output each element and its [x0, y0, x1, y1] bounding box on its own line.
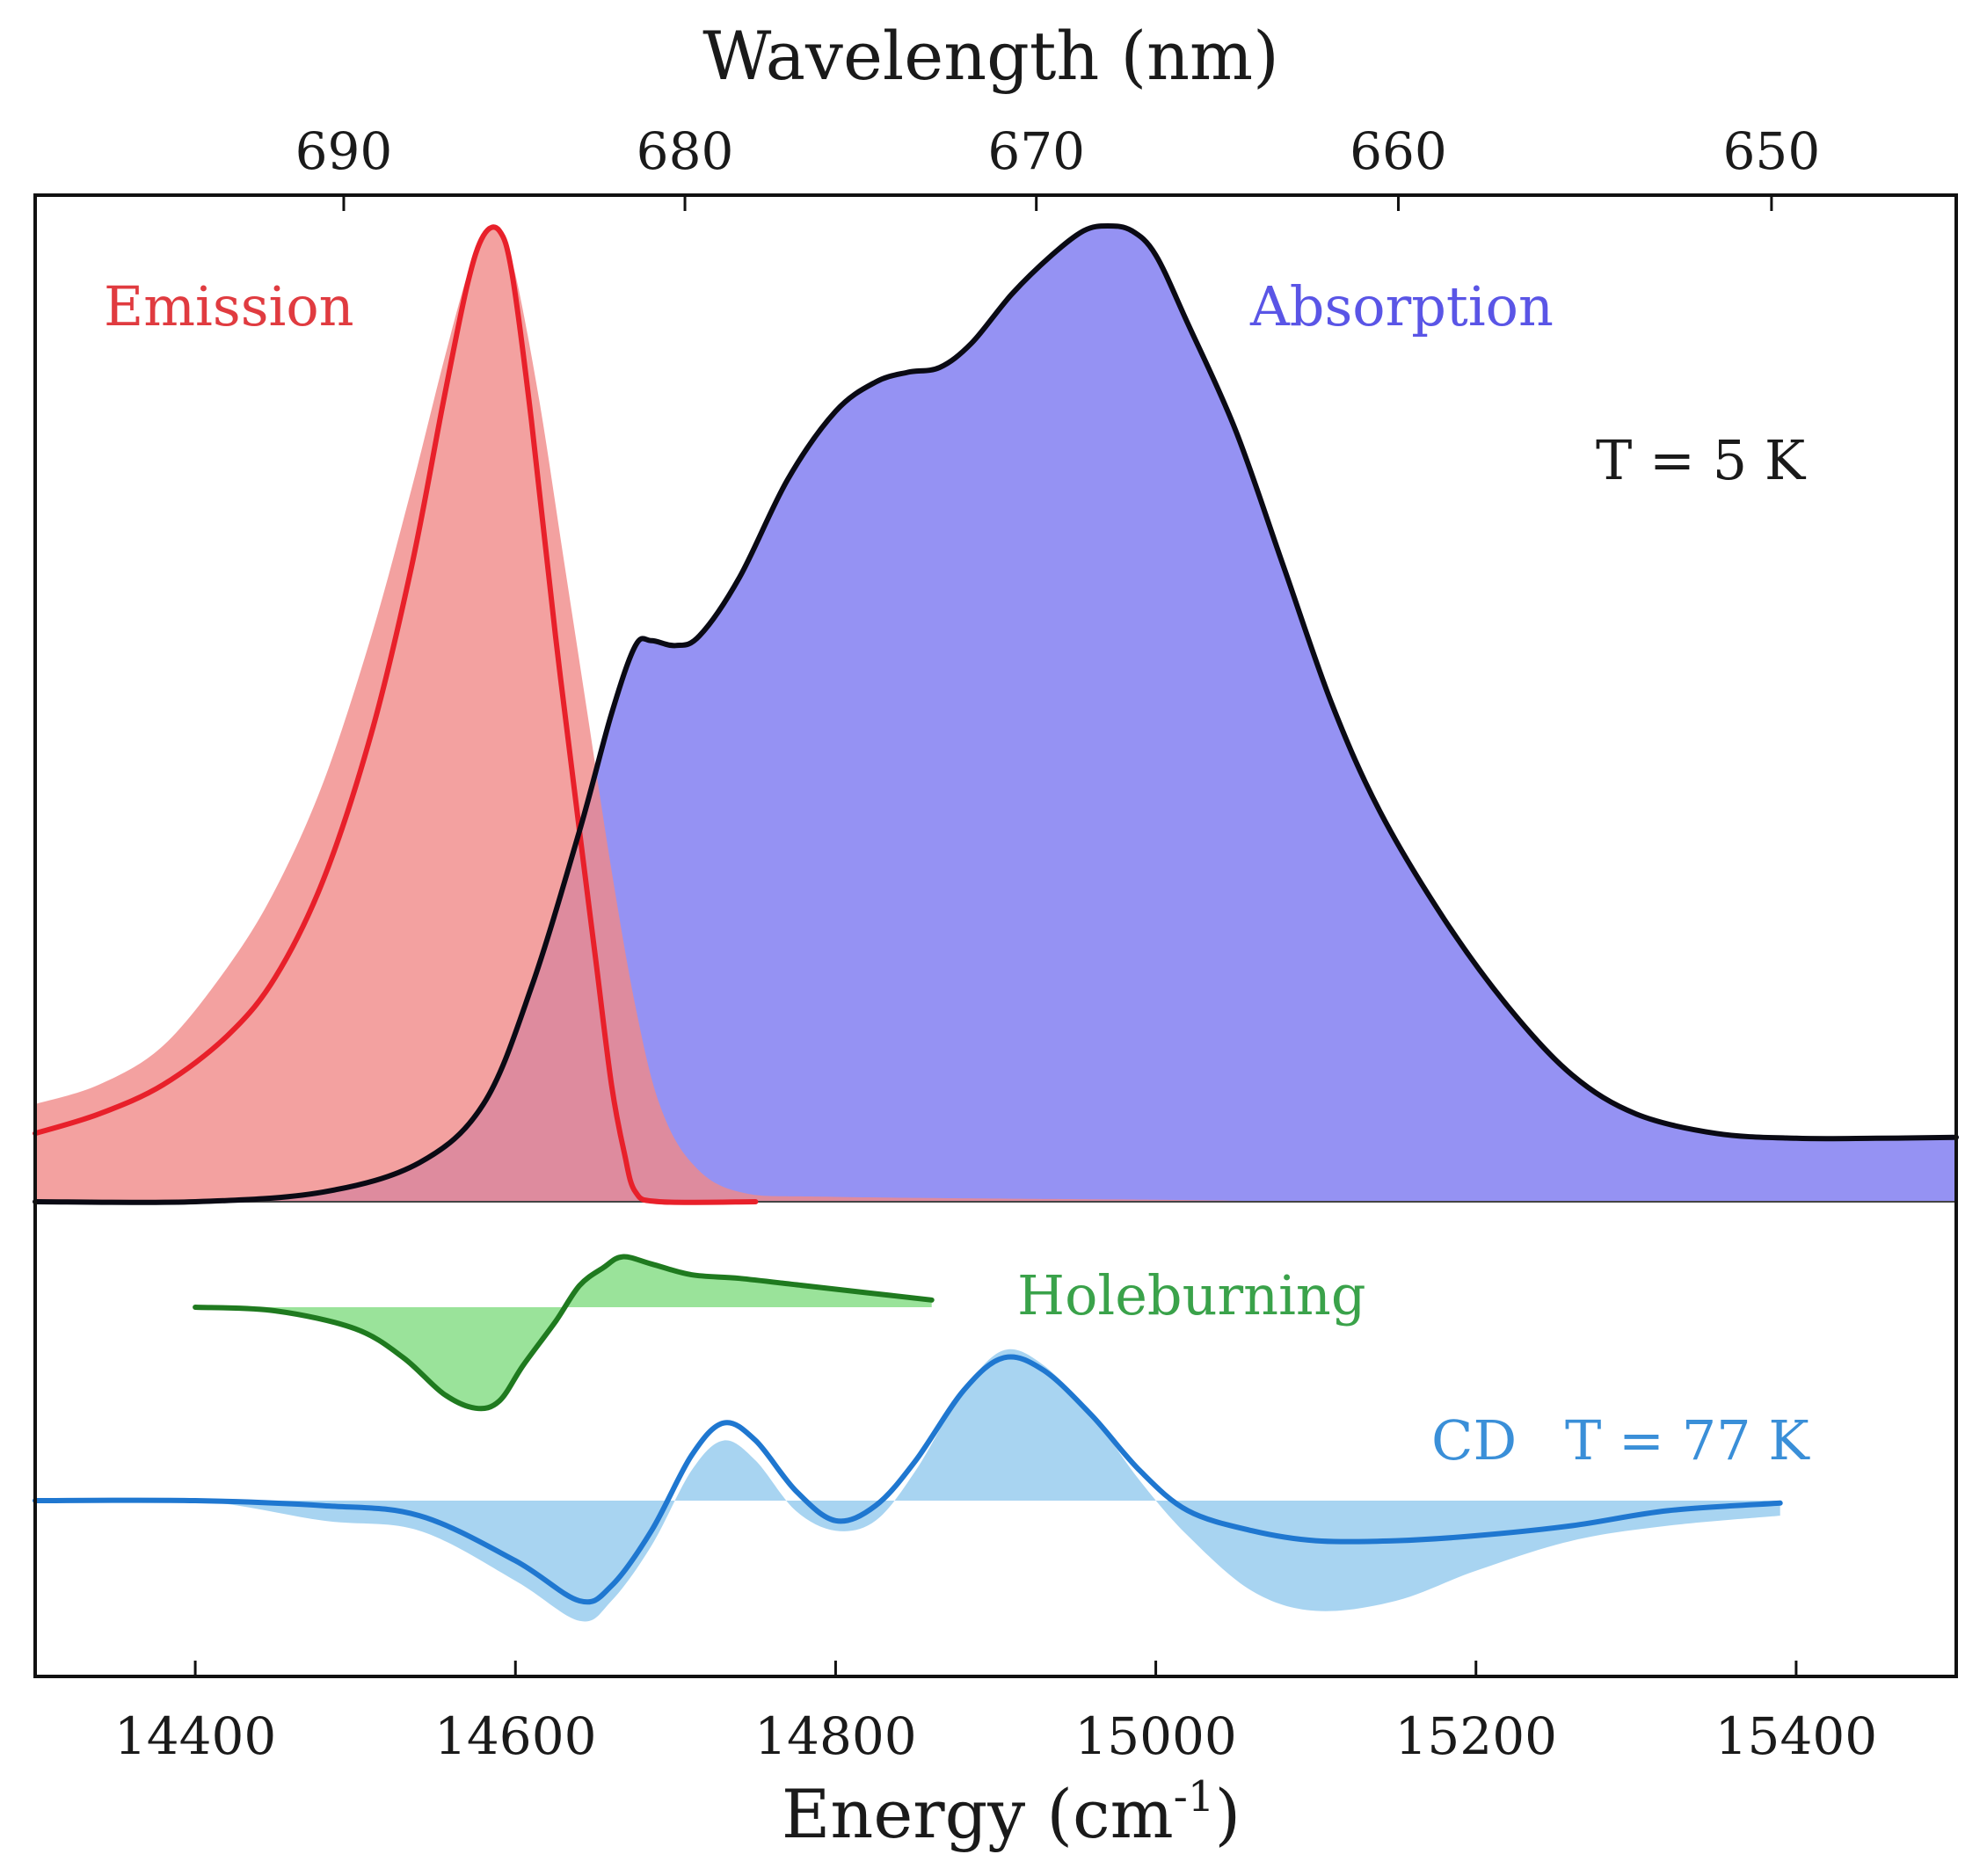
cd-temperature-annotation: T = 77 K: [1565, 1408, 1810, 1472]
x-tick-label: 14800: [754, 1706, 917, 1766]
spectra-lines: [33, 223, 1959, 1605]
holeburning-line: [193, 1254, 935, 1412]
absorption-fill-area: [35, 226, 1956, 1203]
x2-axis-title: Wavelength (nm): [702, 17, 1279, 95]
x-axis-title-close: ): [1214, 1775, 1241, 1853]
emission-fill-area: [35, 227, 1316, 1202]
cd-fill-area: [35, 1349, 1780, 1622]
absorption-label: Absorption: [1249, 274, 1554, 338]
absorption-line: [33, 223, 1959, 1205]
x-tick-label: 14400: [114, 1706, 277, 1766]
temperature-annotation: T = 5 K: [1596, 428, 1807, 492]
x2-tick-label: 660: [1350, 121, 1447, 181]
x-tick-label: 14600: [434, 1706, 597, 1766]
emission-label: Emission: [104, 274, 354, 338]
plot-frame: [33, 193, 1958, 1678]
x-tick-label: 15400: [1715, 1706, 1878, 1766]
x-axis-title: Energy (cm-1): [782, 1772, 1241, 1853]
holeburning-label: Holeburning: [1017, 1263, 1366, 1327]
emission-line: [33, 224, 759, 1205]
top-axis-ticks: 690 680 670 660 650: [295, 121, 1821, 211]
x-tick-label: 15000: [1074, 1706, 1237, 1766]
bottom-axis-ticks: 14400 14600 14800 15000 15200 15400: [114, 1661, 1877, 1766]
x-tick-label: 15200: [1394, 1706, 1557, 1766]
cd-line: [33, 1354, 1783, 1605]
x2-tick-label: 650: [1723, 121, 1821, 181]
x2-tick-label: 670: [987, 121, 1085, 181]
holeburning-fill-area: [195, 1256, 932, 1409]
spectra-fills: [35, 226, 1956, 1622]
cd-label: CD: [1431, 1408, 1517, 1472]
x-axis-title-exponent: -1: [1174, 1772, 1215, 1821]
x2-tick-label: 690: [295, 121, 393, 181]
x-axis-title-main: Energy (cm: [782, 1775, 1174, 1853]
x2-tick-label: 680: [637, 121, 734, 181]
